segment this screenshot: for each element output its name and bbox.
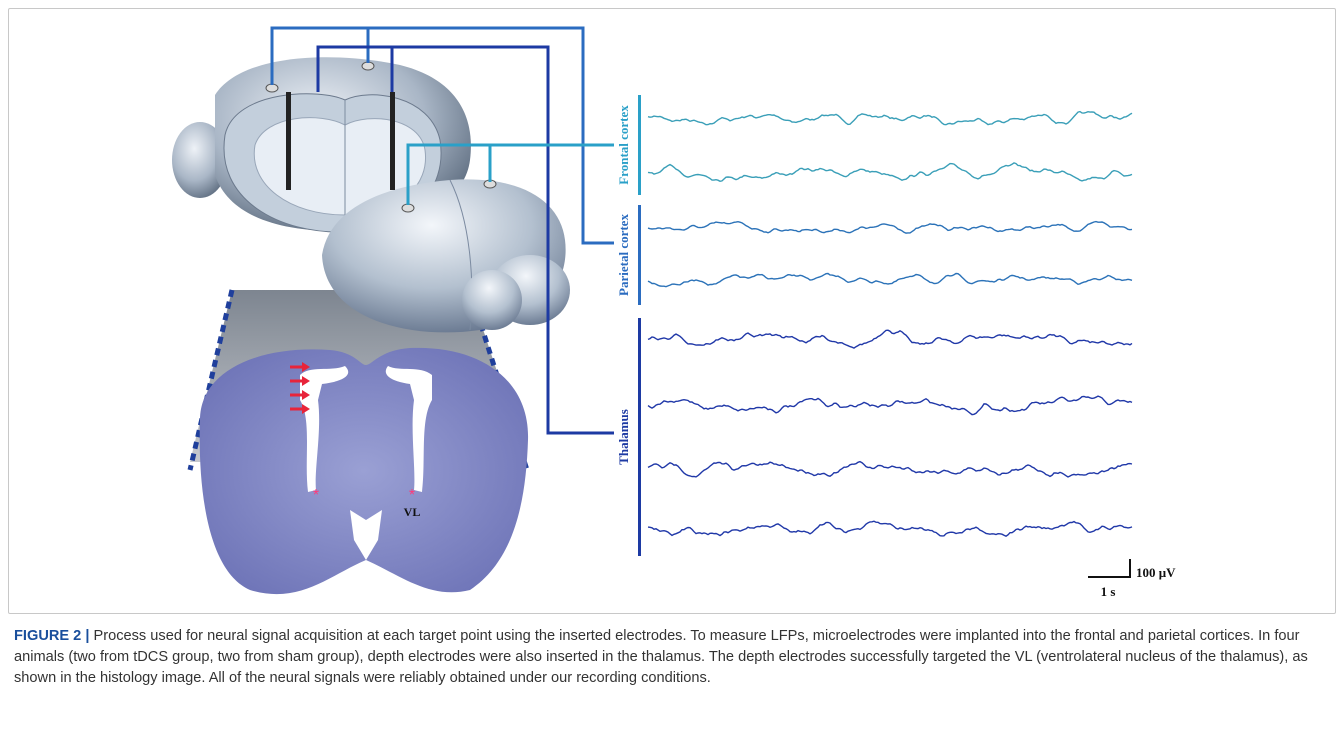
lfp-trace [648, 521, 1132, 536]
region-label: Parietal cortex [616, 214, 631, 296]
caption-text: Process used for neural signal acquisiti… [14, 628, 1308, 686]
region-label: VL [404, 505, 421, 519]
scale-label: 100 μV [1136, 565, 1176, 580]
region-label: Frontal cortex [616, 105, 631, 185]
scale-bar [1088, 559, 1131, 578]
lfp-trace [648, 330, 1132, 348]
lfp-trace [648, 222, 1132, 234]
traces [648, 112, 1132, 537]
lfp-trace [648, 112, 1132, 125]
lfp-trace [648, 274, 1132, 287]
scale-label: 1 s [1101, 584, 1116, 599]
caption-label: FIGURE 2 | [14, 628, 89, 644]
figure-art: * * VL Frontal cortex Parietal cortex Th… [0, 0, 1344, 620]
lfp-trace [648, 396, 1132, 415]
lfp-trace [648, 163, 1132, 181]
svg-text:*: * [409, 487, 415, 504]
region-label: Thalamus [616, 409, 631, 465]
svg-text:*: * [313, 487, 319, 504]
lfp-trace [648, 462, 1132, 477]
group-bars [638, 95, 641, 556]
figure: * * VL Frontal cortex Parietal cortex Th… [0, 0, 1344, 736]
histology-slice: * * [200, 348, 528, 594]
caption: FIGURE 2 | Process used for neural signa… [14, 626, 1330, 689]
